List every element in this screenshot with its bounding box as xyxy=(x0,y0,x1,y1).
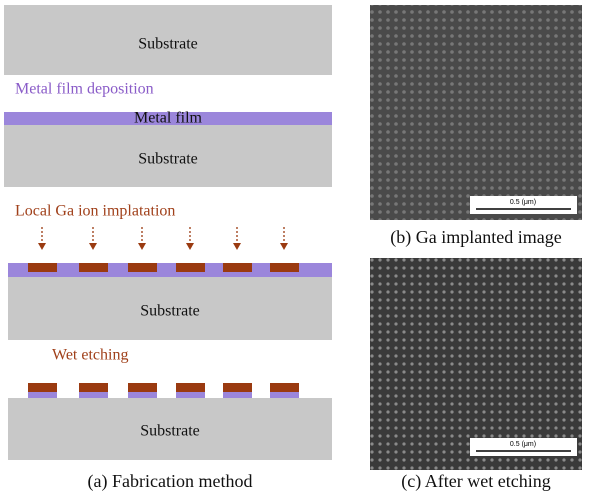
substrate-label: Substrate xyxy=(140,423,200,440)
arrow-head xyxy=(280,243,288,250)
arrow-head xyxy=(138,243,146,250)
pillar-top xyxy=(223,383,252,392)
step-label: Metal film deposition xyxy=(15,81,154,98)
figure: Substrate Metal film deposition Metal fi… xyxy=(0,0,590,495)
pillar-film xyxy=(270,392,299,398)
implanted-region xyxy=(223,263,252,272)
scale-label: 0.5 (μm) xyxy=(510,199,536,206)
pillar-film xyxy=(176,392,205,398)
scale-label: 0.5 (μm) xyxy=(510,441,536,448)
pillar-film xyxy=(128,392,157,398)
pillar-top xyxy=(28,383,57,392)
etched-pillars xyxy=(28,383,299,398)
film-label: Metal film xyxy=(134,110,203,127)
arrow-head xyxy=(186,243,194,250)
implanted-region xyxy=(128,263,157,272)
arrow-head xyxy=(38,243,46,250)
step-label: Wet etching xyxy=(52,347,128,364)
pillar-top xyxy=(128,383,157,392)
substrate-label: Substrate xyxy=(138,151,198,168)
arrow-head xyxy=(89,243,97,250)
pillar-film xyxy=(223,392,252,398)
substrate-label: Substrate xyxy=(140,303,200,320)
step-label: Local Ga ion implatation xyxy=(15,203,175,220)
sem-image-b: 0.5 (μm) (b) Ga implanted image xyxy=(370,5,582,248)
substrate-label: Substrate xyxy=(138,36,198,53)
arrow-head xyxy=(233,243,241,250)
pillar-top xyxy=(79,383,108,392)
implanted-region xyxy=(28,263,57,272)
sem-image xyxy=(370,5,582,220)
pillar-film xyxy=(79,392,108,398)
ion-arrows xyxy=(38,227,288,250)
caption: (b) Ga implanted image xyxy=(390,227,561,248)
pillar-film xyxy=(28,392,57,398)
pillar-top xyxy=(270,383,299,392)
sem-image-c: 0.5 (μm) (c) After wet etching xyxy=(370,258,582,492)
implanted-region xyxy=(176,263,205,272)
pillar-top xyxy=(176,383,205,392)
implanted-region xyxy=(270,263,299,272)
implanted-region xyxy=(79,263,108,272)
caption: (a) Fabrication method xyxy=(88,471,253,492)
caption: (c) After wet etching xyxy=(401,471,550,492)
fabrication-panel: Substrate Metal film deposition Metal fi… xyxy=(4,5,332,492)
